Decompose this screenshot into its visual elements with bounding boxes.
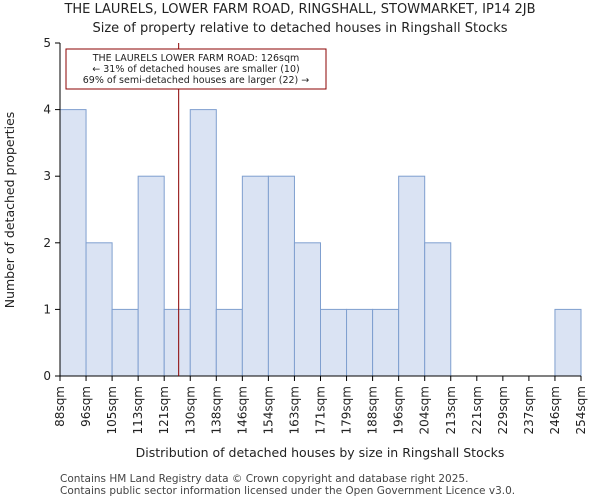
y-axis-label: Number of detached properties bbox=[2, 112, 17, 309]
x-tick-label: 179sqm bbox=[340, 386, 354, 434]
x-tick-label: 88sqm bbox=[53, 386, 67, 427]
y-tick-label: 2 bbox=[43, 236, 51, 250]
x-tick-label: 154sqm bbox=[261, 386, 275, 434]
subject-annotation: THE LAURELS LOWER FARM ROAD: 126sqm ← 31… bbox=[65, 48, 327, 90]
x-tick-label: 213sqm bbox=[444, 386, 458, 434]
annotation-line-3: 69% of semi-detached houses are larger (… bbox=[83, 75, 310, 86]
x-tick-label: 113sqm bbox=[131, 386, 145, 434]
x-tick-label: 171sqm bbox=[314, 386, 328, 434]
x-tick-label: 96sqm bbox=[79, 386, 93, 427]
histogram-bar bbox=[111, 308, 139, 377]
chart-subtitle: Size of property relative to detached ho… bbox=[92, 21, 508, 36]
x-tick-label: 246sqm bbox=[548, 386, 562, 434]
histogram-bar bbox=[554, 308, 582, 377]
x-axis-label: Distribution of detached houses by size … bbox=[136, 445, 505, 460]
x-tick-label: 254sqm bbox=[574, 386, 588, 434]
x-tick-label: 237sqm bbox=[522, 386, 536, 434]
histogram-chart: 0 1 2 3 4 5 88sqm 96sqm 105sqm 113sqm 121sqm 130sqm… bbox=[2, 36, 588, 460]
histogram-bar bbox=[215, 308, 243, 377]
histogram-bar bbox=[293, 242, 322, 377]
x-tick-label: 221sqm bbox=[470, 386, 484, 434]
y-tick-label: 3 bbox=[43, 169, 51, 183]
annotation-line-1: THE LAURELS LOWER FARM ROAD: 126sqm bbox=[92, 53, 300, 64]
histogram-bar bbox=[424, 242, 452, 377]
histogram-bar bbox=[320, 308, 348, 377]
footer-licence: Contains public sector information licen… bbox=[60, 485, 516, 497]
x-tick-label: 130sqm bbox=[183, 386, 197, 434]
x-tick-label: 229sqm bbox=[496, 386, 510, 434]
footer-copyright: Contains HM Land Registry data © Crown c… bbox=[60, 473, 469, 485]
histogram-bar bbox=[137, 175, 165, 377]
histogram-bar bbox=[189, 109, 217, 377]
histogram-bar bbox=[241, 175, 269, 377]
x-tick-label: 163sqm bbox=[287, 386, 301, 434]
x-tick-label: 138sqm bbox=[209, 386, 223, 434]
histogram-bar bbox=[372, 308, 400, 377]
y-tick-label: 4 bbox=[43, 103, 51, 117]
annotation-box bbox=[65, 48, 327, 90]
histogram-bar bbox=[85, 242, 113, 377]
x-tick-label: 121sqm bbox=[157, 386, 171, 434]
histogram-bar bbox=[398, 175, 426, 377]
histogram-bar bbox=[346, 308, 374, 377]
y-tick-label: 5 bbox=[43, 36, 51, 50]
histogram-bar bbox=[267, 175, 295, 377]
histogram-bar bbox=[163, 308, 191, 377]
x-tick-label: 105sqm bbox=[105, 386, 119, 434]
x-tick-label: 146sqm bbox=[235, 386, 249, 434]
x-tick-label: 196sqm bbox=[392, 386, 406, 434]
histogram-bar bbox=[59, 109, 87, 377]
y-tick-label: 1 bbox=[43, 302, 51, 316]
x-tick-label: 204sqm bbox=[418, 386, 432, 434]
annotation-line-2: ← 31% of detached houses are smaller (10… bbox=[92, 64, 299, 75]
y-tick-label: 0 bbox=[43, 369, 51, 383]
x-tick-label: 188sqm bbox=[366, 386, 380, 434]
chart-title: THE LAURELS, LOWER FARM ROAD, RINGSHALL,… bbox=[64, 2, 536, 17]
